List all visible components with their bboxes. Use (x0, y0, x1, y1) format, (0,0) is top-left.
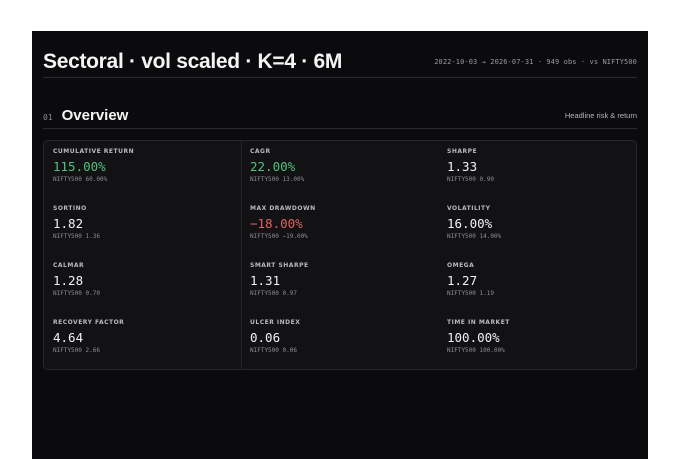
header-divider (43, 77, 637, 78)
column-divider (241, 141, 242, 369)
metric-benchmark: NIFTY500 −19.00% (250, 233, 308, 240)
metric-card: SMART SHARPE 1.31 NIFTY500 0.97 (250, 262, 430, 312)
metric-benchmark: NIFTY500 1.19 (447, 290, 494, 297)
metric-label: SORTINO (53, 205, 87, 212)
metric-value: 22.00% (250, 159, 296, 174)
section-note: Headline risk & return (564, 110, 637, 120)
metric-card: CAGR 22.00% NIFTY500 13.00% (250, 148, 430, 198)
metric-card: ULCER INDEX 0.06 NIFTY500 0.06 (250, 319, 430, 369)
metric-benchmark: NIFTY500 13.00% (250, 176, 305, 183)
metric-benchmark: NIFTY500 2.66 (53, 347, 100, 354)
report-header: Sectoral · vol scaled · K=4 · 6M 2022-10… (43, 47, 637, 77)
metrics-panel: CUMULATIVE RETURN 115.00% NIFTY500 60.00% C… (43, 140, 637, 370)
metric-label: CUMULATIVE RETURN (53, 148, 135, 155)
metric-value: 4.64 (53, 330, 84, 345)
metric-card: RECOVERY FACTOR 4.64 NIFTY500 2.66 (53, 319, 233, 369)
section-number: 01 (43, 112, 53, 122)
metric-label: ULCER INDEX (250, 319, 301, 326)
metric-value: 1.33 (447, 159, 478, 174)
metric-label: SMART SHARPE (250, 262, 309, 269)
metric-value: 0.06 (250, 330, 281, 345)
metric-benchmark: NIFTY500 0.97 (250, 290, 297, 297)
section-header: 01 Overview Headline risk & return (43, 104, 637, 126)
report-frame: Sectoral · vol scaled · K=4 · 6M 2022-10… (32, 31, 648, 459)
metric-value: 1.82 (53, 216, 84, 231)
metric-value: 115.00% (53, 159, 106, 174)
metric-benchmark: NIFTY500 0.70 (53, 290, 100, 297)
metric-value: 1.28 (53, 273, 84, 288)
metric-value: −18.00% (250, 216, 303, 231)
metric-label: MAX DRAWDOWN (250, 205, 316, 212)
metric-value: 16.00% (447, 216, 493, 231)
metric-card: VOLATILITY 16.00% NIFTY500 14.00% (447, 205, 627, 255)
section-title-group: 01 Overview (43, 107, 128, 124)
metric-value: 1.27 (447, 273, 478, 288)
metric-benchmark: NIFTY500 14.00% (447, 233, 502, 240)
metric-card: CUMULATIVE RETURN 115.00% NIFTY500 60.00% (53, 148, 233, 198)
metric-benchmark: NIFTY500 0.06 (250, 347, 297, 354)
metric-card: SHARPE 1.33 NIFTY500 0.90 (447, 148, 627, 198)
metric-benchmark: NIFTY500 100.00% (447, 347, 505, 354)
metric-label: OMEGA (447, 262, 475, 269)
metric-card: OMEGA 1.27 NIFTY500 1.19 (447, 262, 627, 312)
metric-label: VOLATILITY (447, 205, 491, 212)
metric-value: 100.00% (447, 330, 500, 345)
metric-label: SHARPE (447, 148, 478, 155)
metric-label: CAGR (250, 148, 271, 155)
metric-card: SORTINO 1.82 NIFTY500 1.36 (53, 205, 233, 255)
metric-card: MAX DRAWDOWN −18.00% NIFTY500 −19.00% (250, 205, 430, 255)
metric-label: CALMAR (53, 262, 85, 269)
metric-benchmark: NIFTY500 0.90 (447, 176, 494, 183)
metric-benchmark: NIFTY500 60.00% (53, 176, 108, 183)
metric-benchmark: NIFTY500 1.36 (53, 233, 100, 240)
section-title: Overview (61, 106, 129, 124)
date-range-meta: 2022-10-03 → 2026-07-31 · 949 obs · vs N… (434, 58, 637, 66)
metric-card: TIME IN MARKET 100.00% NIFTY500 100.00% (447, 319, 627, 369)
metric-label: RECOVERY FACTOR (53, 319, 125, 326)
page-title: Sectoral · vol scaled · K=4 · 6M (43, 50, 343, 73)
metric-card: CALMAR 1.28 NIFTY500 0.70 (53, 262, 233, 312)
section-divider (43, 128, 637, 129)
metric-label: TIME IN MARKET (447, 319, 510, 326)
metric-value: 1.31 (250, 273, 281, 288)
